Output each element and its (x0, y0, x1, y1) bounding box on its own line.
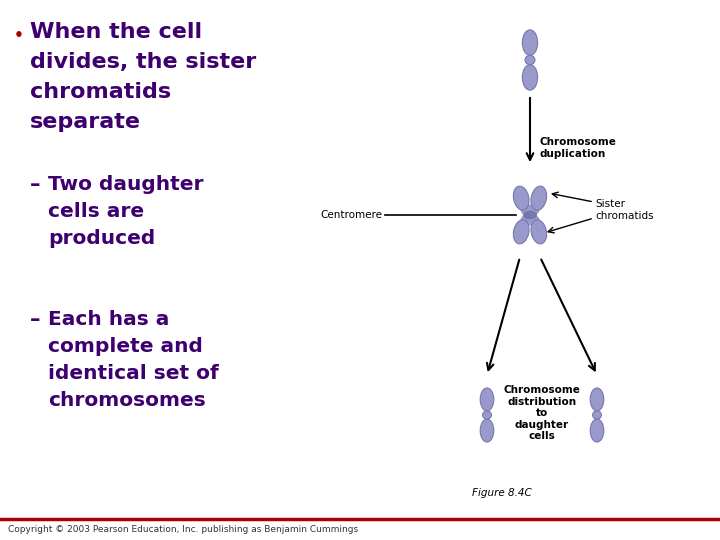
Ellipse shape (482, 411, 491, 419)
Ellipse shape (590, 419, 604, 442)
Ellipse shape (528, 214, 540, 227)
Ellipse shape (528, 203, 540, 215)
Text: –: – (30, 310, 40, 330)
Ellipse shape (523, 211, 536, 219)
Text: complete and: complete and (48, 337, 203, 356)
Ellipse shape (531, 186, 546, 210)
Text: Copyright © 2003 Pearson Education, Inc. publishing as Benjamin Cummings: Copyright © 2003 Pearson Education, Inc.… (8, 525, 358, 535)
Text: –: – (30, 175, 40, 195)
Text: divides, the sister: divides, the sister (30, 52, 256, 72)
Ellipse shape (480, 419, 494, 442)
Ellipse shape (531, 220, 546, 244)
Ellipse shape (521, 214, 531, 227)
Ellipse shape (513, 186, 529, 210)
Ellipse shape (522, 65, 538, 90)
Text: chromatids: chromatids (30, 82, 171, 102)
Text: When the cell: When the cell (30, 22, 202, 42)
Text: Chromosome
duplication: Chromosome duplication (540, 137, 617, 159)
Text: Each has a: Each has a (48, 310, 169, 329)
Ellipse shape (521, 203, 531, 215)
Ellipse shape (593, 411, 601, 419)
Text: chromosomes: chromosomes (48, 391, 206, 410)
Text: produced: produced (48, 229, 156, 248)
Ellipse shape (522, 30, 538, 56)
Text: Figure 8.4C: Figure 8.4C (472, 488, 532, 498)
Text: cells are: cells are (48, 202, 144, 221)
Text: separate: separate (30, 112, 141, 132)
Ellipse shape (513, 220, 529, 244)
Ellipse shape (525, 56, 535, 65)
Ellipse shape (590, 388, 604, 411)
Text: Two daughter: Two daughter (48, 175, 204, 194)
Text: Centromere: Centromere (320, 210, 382, 220)
Text: •: • (14, 28, 24, 43)
Text: Sister
chromatids: Sister chromatids (595, 199, 654, 221)
Text: Chromosome
distribution
to
daughter
cells: Chromosome distribution to daughter cell… (503, 385, 580, 441)
Ellipse shape (480, 388, 494, 411)
Text: identical set of: identical set of (48, 364, 219, 383)
